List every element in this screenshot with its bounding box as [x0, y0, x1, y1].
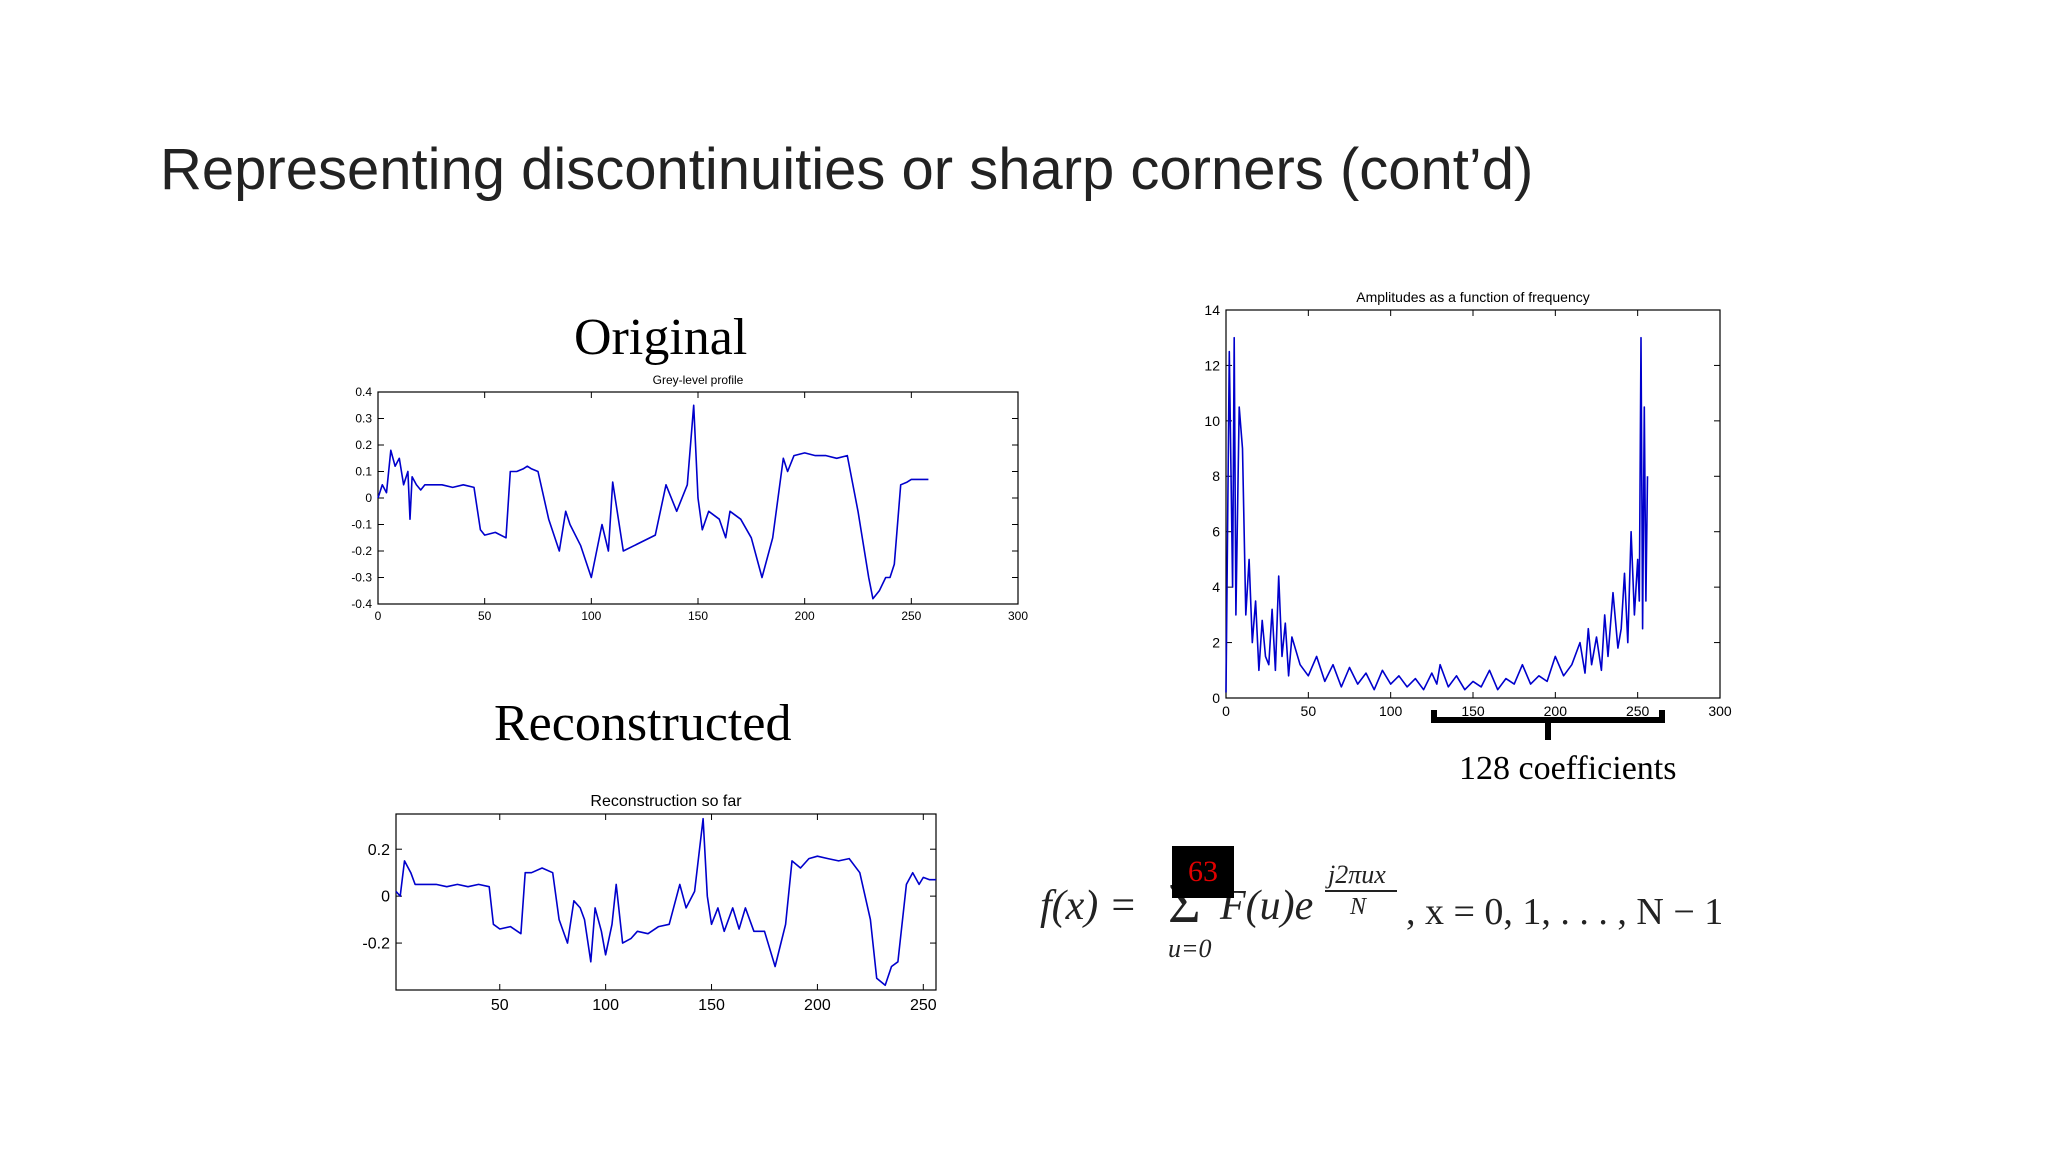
- y-tick-label: 12: [1204, 357, 1220, 373]
- formula-lhs: f(x) =: [1040, 883, 1138, 929]
- original-label: Original: [574, 309, 748, 366]
- x-tick-label: 150: [698, 997, 725, 1014]
- x-tick-label: 200: [804, 997, 831, 1014]
- plot-frame: [395, 813, 937, 991]
- y-tick-label: 14: [1204, 302, 1220, 318]
- y-tick-label: 0.1: [355, 465, 372, 479]
- y-tick-label: -0.3: [351, 571, 372, 585]
- reconstruction-chart: Reconstruction so far 50 100 150 200 250 0.2 0 -…: [362, 793, 937, 1014]
- summation-lower-bound: u=0: [1168, 934, 1212, 963]
- slide-title: Representing discontinuities or sharp co…: [160, 137, 1534, 202]
- y-tick-label: 6: [1212, 524, 1220, 540]
- y-tick-label: -0.2: [351, 544, 372, 558]
- formula-tail: , x = 0, 1, . . . , N − 1: [1406, 891, 1724, 933]
- x-tick-label: 50: [1301, 703, 1317, 719]
- x-tick-label: 200: [1544, 703, 1568, 719]
- y-tick-label: 0: [381, 889, 390, 906]
- x-tick-label: 0: [1222, 703, 1230, 719]
- y-tick-label: 8: [1212, 468, 1220, 484]
- amplitudes-chart: Amplitudes as a function of frequency 0 50…: [1204, 289, 1732, 719]
- y-tick-label: 0: [365, 491, 372, 505]
- x-tick-label: 100: [581, 609, 601, 623]
- inverse-dft-formula: f(x) = Σ u=0 F(u)e j2πux N , x = 0, 1, .…: [1040, 838, 1740, 968]
- x-tick-label: 200: [795, 609, 815, 623]
- grey-level-profile-chart: Grey-level profile 0 50 100 150 200 250 300 0.4 0…: [351, 373, 1028, 623]
- exponent-numerator: j2πux: [1328, 860, 1386, 889]
- series-line: [395, 817, 936, 987]
- x-tick-label: 50: [491, 997, 509, 1014]
- x-tick-label: 150: [688, 609, 708, 623]
- chart-title: Reconstruction so far: [590, 793, 742, 810]
- y-tick-label: 0.2: [368, 842, 390, 859]
- chart-title: Amplitudes as a function of frequency: [1356, 289, 1589, 305]
- series-line: [1225, 336, 1649, 693]
- y-tick-label: 10: [1204, 413, 1220, 429]
- summation-upper-bound: 63: [1172, 846, 1234, 898]
- y-tick-label: 0.4: [355, 385, 372, 399]
- chart-title: Grey-level profile: [653, 373, 744, 387]
- y-tick-label: 0.3: [355, 412, 372, 426]
- y-tick-label: 2: [1212, 634, 1220, 650]
- x-tick-label: 100: [1379, 703, 1403, 719]
- coefficients-brace: [1431, 710, 1665, 740]
- reconstructed-label: Reconstructed: [494, 695, 792, 752]
- y-tick-label: -0.2: [362, 936, 390, 953]
- coefficients-label: 128 coefficients: [1459, 750, 1677, 787]
- y-tick-label: 0.2: [355, 438, 372, 452]
- x-tick-label: 250: [1626, 703, 1650, 719]
- x-tick-label: 0: [375, 609, 382, 623]
- formula-term: F(u)e: [1220, 883, 1314, 929]
- exponent-denominator: N: [1350, 894, 1367, 920]
- y-tick-label: 4: [1212, 579, 1220, 595]
- x-tick-label: 300: [1708, 703, 1732, 719]
- x-tick-label: 100: [592, 997, 619, 1014]
- y-tick-label: -0.4: [351, 597, 372, 611]
- y-tick-label: 0: [1212, 690, 1220, 706]
- x-tick-label: 50: [478, 609, 492, 623]
- exponent-fraction-bar: [1325, 890, 1397, 892]
- series-line: [377, 404, 929, 600]
- x-tick-label: 300: [1008, 609, 1028, 623]
- x-tick-label: 250: [910, 997, 937, 1014]
- y-tick-label: -0.1: [351, 518, 372, 532]
- x-tick-label: 250: [901, 609, 921, 623]
- x-tick-label: 150: [1461, 703, 1485, 719]
